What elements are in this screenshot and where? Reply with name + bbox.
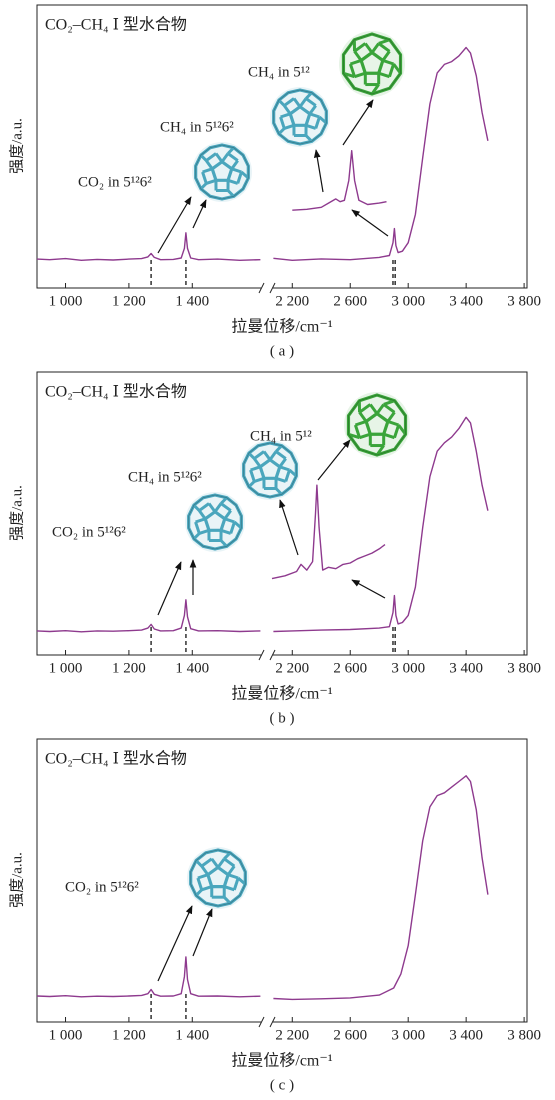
spectrum-line: [272, 485, 385, 578]
x-tick-label: 1 400: [175, 660, 209, 676]
x-axis-label: 拉曼位移/cm⁻¹: [231, 1052, 332, 1070]
annotation: CH₄ in 5¹²6²: [160, 119, 234, 135]
cage-icon: [192, 142, 252, 202]
x-tick-label: 2 600: [333, 1027, 367, 1043]
panel-title: CO₂–CH₄ Ⅰ 型水合物: [45, 750, 187, 768]
x-tick-label: 1 400: [175, 1027, 209, 1043]
x-tick-label: 2 200: [275, 1027, 309, 1043]
spectrum-line: [292, 151, 386, 211]
y-axis-label: 强度/a.u.: [8, 118, 25, 174]
x-tick-label: 1 000: [49, 660, 83, 676]
annotation: CH₄ in 5¹²: [250, 428, 312, 444]
panel-caption: ( b ): [270, 710, 295, 726]
spectrum-line: [37, 600, 260, 632]
x-tick-label: 3 400: [449, 1027, 483, 1043]
page: 1 000 1 200 1 400 2 200 2 600 3 000 3 400 3 800…: [0, 0, 555, 1100]
cage-icon: [344, 392, 410, 458]
panel-caption: ( c ): [270, 1077, 294, 1093]
plot-frame: [37, 5, 527, 288]
panel-caption: ( a ): [270, 343, 294, 359]
arrow: [352, 580, 385, 598]
arrow: [280, 500, 298, 555]
plot-frame: [37, 372, 527, 655]
x-tick-label: 1 000: [49, 1027, 83, 1043]
x-tick-label: 3 800: [507, 1027, 541, 1043]
cage-icon: [187, 847, 249, 909]
x-tick-label: 3 400: [449, 293, 483, 309]
annotation: CO₂ in 5¹²6²: [52, 524, 126, 540]
cage-icon: [185, 492, 245, 552]
cage-icon: [240, 440, 300, 500]
arrow: [158, 197, 191, 253]
x-tick-label: 2 200: [275, 660, 309, 676]
x-tick-label: 3 000: [391, 660, 425, 676]
spectrum-line: [273, 776, 488, 1000]
x-tick-label: 2 600: [333, 660, 367, 676]
x-tick-label: 3 000: [391, 293, 425, 309]
cage-icon: [270, 87, 330, 147]
x-tick-label: 3 000: [391, 1027, 425, 1043]
arrow: [316, 150, 323, 192]
figure: 1 000 1 200 1 400 2 200 2 600 3 000 3 400 3 800…: [0, 0, 555, 1100]
x-tick-label: 1 200: [112, 293, 146, 309]
x-tick-label: 1 200: [112, 660, 146, 676]
x-tick-label: 2 200: [275, 293, 309, 309]
y-axis-label: 强度/a.u.: [8, 852, 25, 908]
x-axis-label: 拉曼位移/cm⁻¹: [231, 685, 332, 703]
arrow: [193, 200, 206, 228]
arrow: [352, 210, 388, 236]
x-tick-label: 3 400: [449, 660, 483, 676]
annotation: CH₄ in 5¹²: [248, 64, 310, 80]
annotation: CH₄ in 5¹²6²: [128, 469, 202, 485]
x-tick-label: 3 800: [507, 660, 541, 676]
x-tick-label: 3 800: [507, 293, 541, 309]
y-axis-label: 强度/a.u.: [8, 485, 25, 541]
spectrum-line: [37, 957, 260, 997]
panel-title: CO₂–CH₄ Ⅰ 型水合物: [45, 16, 187, 34]
cage-icon: [339, 31, 405, 97]
arrow: [193, 909, 212, 956]
arrow: [318, 440, 350, 480]
x-tick-label: 1 200: [112, 1027, 146, 1043]
x-tick-label: 2 600: [333, 293, 367, 309]
x-axis-label: 拉曼位移/cm⁻¹: [231, 318, 332, 336]
annotation: CO₂ in 5¹²6²: [78, 174, 152, 190]
x-tick-label: 1 000: [49, 293, 83, 309]
x-tick-label: 1 400: [175, 293, 209, 309]
annotation: CO₂ in 5¹²6²: [65, 879, 139, 895]
spectrum-line: [37, 233, 260, 260]
arrow: [343, 100, 373, 145]
panel-title: CO₂–CH₄ Ⅰ 型水合物: [45, 383, 187, 401]
arrow: [158, 562, 181, 615]
